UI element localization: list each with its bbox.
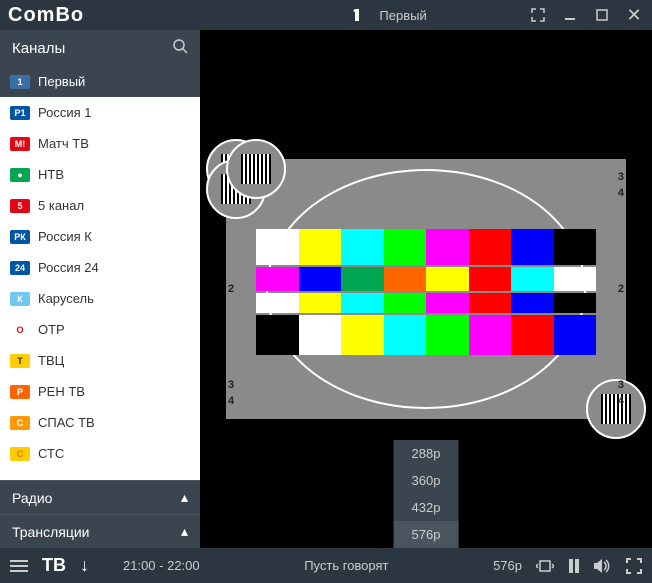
channel-label: 5 канал: [38, 198, 84, 213]
channel-logo-icon: С: [10, 416, 30, 430]
channel-item[interactable]: 24 Россия 24: [0, 252, 200, 283]
aspect-icon[interactable]: [536, 560, 554, 572]
testcard-bars: [256, 267, 596, 291]
fullscreen-icon[interactable]: [528, 5, 548, 25]
channel-label: ТВЦ: [38, 353, 64, 368]
channel-logo-icon: 24: [10, 261, 30, 275]
channel-logo-icon: 5: [10, 199, 30, 213]
channel-label: Первый: [38, 74, 85, 89]
channel-logo-icon: РК: [10, 230, 30, 244]
channel-label: РЕН ТВ: [38, 384, 85, 399]
channel-logo-icon: [345, 3, 369, 27]
channel-item[interactable]: Р РЕН ТВ: [0, 376, 200, 407]
bottombar: ТВ ↓ 21:00 - 22:00 Пусть говорят 576p: [0, 548, 652, 583]
channel-logo-icon: С: [10, 447, 30, 461]
channel-logo-icon: Р1: [10, 106, 30, 120]
channel-item[interactable]: О ОТР: [0, 314, 200, 345]
resolution-option[interactable]: 360p: [394, 467, 459, 494]
test-card: 3434434322: [226, 159, 626, 419]
channel-label: НТВ: [38, 167, 64, 182]
testcard-bars: [256, 293, 596, 313]
channel-item[interactable]: 5 5 канал: [0, 190, 200, 221]
channel-list: 1ПервыйР1Россия 1М!Матч ТВ●НТВ55 каналРК…: [0, 66, 200, 480]
app-logo: ComBo: [8, 4, 84, 27]
channel-label: Карусель: [38, 291, 94, 306]
section-label: Трансляции: [12, 524, 89, 540]
channel-item[interactable]: С СПАС ТВ: [0, 407, 200, 438]
channel-item[interactable]: РК Россия К: [0, 221, 200, 252]
player-controls: 576p: [493, 558, 642, 574]
current-resolution[interactable]: 576p: [493, 558, 522, 573]
mode-label[interactable]: ТВ: [42, 555, 66, 576]
channel-label: СПАС ТВ: [38, 415, 95, 430]
titlebar-channel: Первый: [379, 8, 426, 23]
channel-logo-icon: К: [10, 292, 30, 306]
sidebar-title: Каналы: [12, 40, 65, 57]
channel-logo-icon: ●: [10, 168, 30, 182]
sidebar-section[interactable]: Трансляции ▴: [0, 514, 200, 548]
channel-label: Россия 24: [38, 260, 99, 275]
channel-logo-icon: Т: [10, 354, 30, 368]
sidebar-header: Каналы: [0, 30, 200, 66]
resolution-option[interactable]: 288p: [394, 440, 459, 467]
sidebar-section[interactable]: Радио ▴: [0, 480, 200, 514]
program-title: Пусть говорят: [304, 558, 388, 573]
section-label: Радио: [12, 490, 52, 506]
chevron-up-icon: ▴: [181, 489, 188, 506]
fullscreen-player-icon[interactable]: [626, 558, 642, 574]
mode-arrow-icon[interactable]: ↓: [80, 555, 89, 576]
titlebar: ComBo Первый ✕: [0, 0, 652, 30]
resolution-menu: 288p360p432p576p: [394, 440, 459, 548]
channel-item[interactable]: С СТС: [0, 438, 200, 469]
pause-icon[interactable]: [568, 559, 580, 573]
main-area: Каналы 1ПервыйР1Россия 1М!Матч ТВ●НТВ55 …: [0, 30, 652, 548]
player-area: 3434434322 288p360p432p576p: [200, 30, 652, 548]
channel-item[interactable]: 1 Первый: [0, 66, 200, 97]
channel-item[interactable]: ● НТВ: [0, 159, 200, 190]
maximize-icon[interactable]: [592, 5, 612, 25]
resolution-option[interactable]: 432p: [394, 494, 459, 521]
testcard-bars: [256, 315, 596, 355]
channel-item[interactable]: М! Матч ТВ: [0, 128, 200, 159]
resolution-option[interactable]: 576p: [394, 521, 459, 548]
channel-logo-icon: О: [10, 323, 30, 337]
channel-logo-icon: М!: [10, 137, 30, 151]
channel-logo-icon: 1: [10, 75, 30, 89]
testcard-corner: [226, 139, 286, 199]
channel-item[interactable]: Т ТВЦ: [0, 345, 200, 376]
channel-label: ОТР: [38, 322, 65, 337]
channel-label: СТС: [38, 446, 64, 461]
sidebar: Каналы 1ПервыйР1Россия 1М!Матч ТВ●НТВ55 …: [0, 30, 200, 548]
channel-item[interactable]: К Карусель: [0, 283, 200, 314]
testcard-bars: [256, 229, 596, 265]
channel-label: Матч ТВ: [38, 136, 89, 151]
channel-label: Россия К: [38, 229, 92, 244]
search-icon[interactable]: [172, 38, 188, 58]
channel-label: Россия 1: [38, 105, 91, 120]
close-icon[interactable]: ✕: [624, 5, 644, 25]
menu-icon[interactable]: [10, 559, 28, 573]
channel-item[interactable]: Р1 Россия 1: [0, 97, 200, 128]
chevron-up-icon: ▴: [181, 523, 188, 540]
program-time: 21:00 - 22:00: [123, 558, 200, 573]
volume-icon[interactable]: [594, 558, 612, 574]
testcard-corner: [586, 379, 646, 439]
minimize-icon[interactable]: [560, 5, 580, 25]
channel-logo-icon: Р: [10, 385, 30, 399]
window-controls: ✕: [528, 5, 644, 25]
